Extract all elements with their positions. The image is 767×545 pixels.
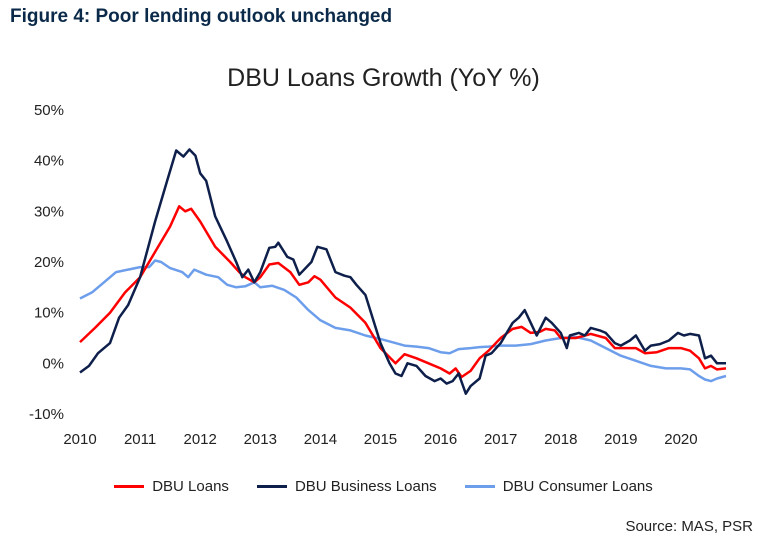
y-tick-label: 0% <box>42 355 64 372</box>
legend: DBU Loans DBU Business Loans DBU Consume… <box>0 478 767 495</box>
series-line-dbu-consumer-loans <box>79 259 727 383</box>
y-tick-label: 50% <box>34 102 64 119</box>
x-tick-label: 2015 <box>364 431 397 448</box>
x-tick-label: 2011 <box>124 431 156 448</box>
x-tick-label: 2012 <box>184 431 217 448</box>
legend-item-dbu-loans: DBU Loans <box>114 478 229 495</box>
legend-swatch-dbu-loans <box>114 485 145 488</box>
y-tick-label: 10% <box>34 305 64 322</box>
source-note: Source: MAS, PSR <box>625 518 753 535</box>
legend-label-dbu-loans: DBU Loans <box>152 478 229 495</box>
series-lines <box>79 148 727 395</box>
legend-swatch-dbu-business-loans <box>256 485 287 488</box>
legend-label-dbu-business-loans: DBU Business Loans <box>294 478 437 495</box>
legend-swatch-dbu-consumer-loans <box>464 485 495 488</box>
y-axis-ticks: -10% 0% 10% 20% 30% 40% 50% <box>29 102 64 423</box>
chart-title: DBU Loans Growth (YoY %) <box>227 64 540 92</box>
y-tick-label: 40% <box>34 153 64 170</box>
x-tick-label: 2010 <box>63 431 96 448</box>
series-line-dbu-loans <box>79 205 727 379</box>
figure-title: Figure 4: Poor lending outlook unchanged <box>10 6 393 27</box>
x-tick-label: 2013 <box>244 431 277 448</box>
legend-label-dbu-consumer-loans: DBU Consumer Loans <box>502 478 653 495</box>
legend-item-dbu-business-loans: DBU Business Loans <box>256 478 437 495</box>
x-tick-label: 2018 <box>544 431 577 448</box>
y-tick-label: 30% <box>34 203 64 220</box>
series-line-dbu-business-loans <box>79 148 726 395</box>
x-tick-label: 2017 <box>484 431 517 448</box>
legend-item-dbu-consumer-loans: DBU Consumer Loans <box>464 478 653 495</box>
x-tick-label: 2019 <box>604 431 637 448</box>
x-tick-label: 2016 <box>424 431 457 448</box>
y-tick-label: 20% <box>34 254 64 271</box>
x-tick-label: 2014 <box>304 431 337 448</box>
x-tick-label: 2020 <box>664 431 697 448</box>
x-axis-ticks: 2010 2011 2012 2013 2014 2015 2016 2017 2018 2019… <box>63 431 697 448</box>
y-tick-label: -10% <box>29 406 64 423</box>
